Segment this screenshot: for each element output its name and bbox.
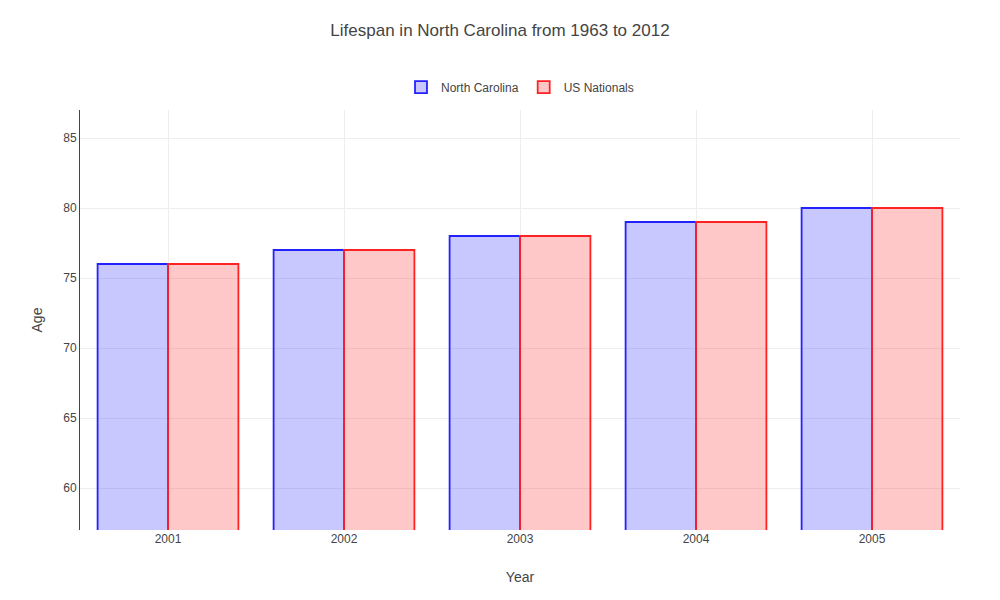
- svg-text:70: 70: [63, 341, 77, 355]
- svg-text:2004: 2004: [683, 532, 710, 546]
- svg-text:85: 85: [63, 131, 77, 145]
- svg-text:Year: Year: [506, 569, 535, 585]
- svg-text:2001: 2001: [155, 532, 182, 546]
- svg-text:US Nationals: US Nationals: [564, 81, 634, 95]
- svg-text:75: 75: [63, 271, 77, 285]
- svg-text:80: 80: [63, 201, 77, 215]
- svg-text:2003: 2003: [507, 532, 534, 546]
- svg-text:2005: 2005: [859, 532, 886, 546]
- svg-text:Lifespan in North Carolina fro: Lifespan in North Carolina from 1963 to …: [330, 21, 669, 40]
- svg-text:North Carolina: North Carolina: [441, 81, 519, 95]
- svg-text:65: 65: [63, 411, 77, 425]
- svg-text:Age: Age: [29, 307, 45, 332]
- svg-text:60: 60: [63, 481, 77, 495]
- svg-text:2002: 2002: [331, 532, 358, 546]
